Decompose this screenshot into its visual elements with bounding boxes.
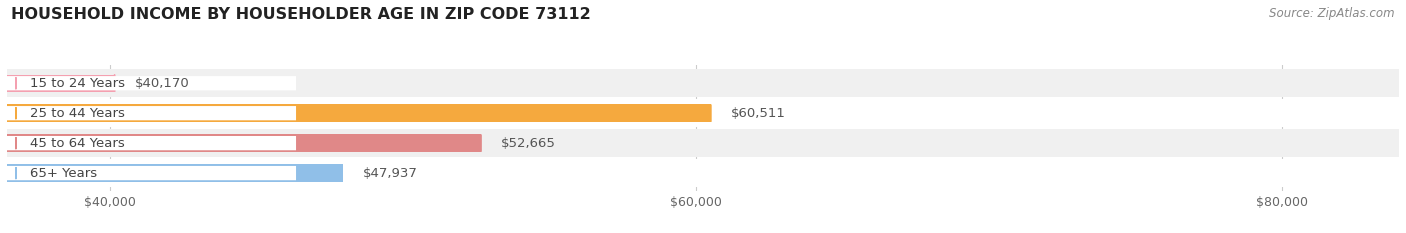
Bar — [7, 159, 1399, 187]
Bar — [7, 104, 710, 122]
Text: Source: ZipAtlas.com: Source: ZipAtlas.com — [1270, 7, 1395, 20]
Text: $47,937: $47,937 — [363, 167, 418, 180]
Text: $60,511: $60,511 — [731, 107, 786, 120]
Text: 15 to 24 Years: 15 to 24 Years — [31, 77, 125, 90]
Text: 45 to 64 Years: 45 to 64 Years — [31, 137, 125, 150]
Text: $52,665: $52,665 — [502, 137, 557, 150]
Bar — [7, 69, 1399, 97]
FancyBboxPatch shape — [1, 76, 297, 90]
FancyBboxPatch shape — [1, 166, 297, 180]
Text: $40,170: $40,170 — [135, 77, 190, 90]
Bar — [7, 134, 481, 152]
Bar — [7, 129, 1399, 157]
FancyBboxPatch shape — [1, 136, 297, 150]
Text: 65+ Years: 65+ Years — [31, 167, 97, 180]
Bar — [7, 99, 1399, 127]
Bar — [7, 164, 342, 182]
FancyBboxPatch shape — [1, 106, 297, 120]
Text: 25 to 44 Years: 25 to 44 Years — [31, 107, 125, 120]
Bar — [7, 75, 114, 92]
Text: HOUSEHOLD INCOME BY HOUSEHOLDER AGE IN ZIP CODE 73112: HOUSEHOLD INCOME BY HOUSEHOLDER AGE IN Z… — [11, 7, 591, 22]
